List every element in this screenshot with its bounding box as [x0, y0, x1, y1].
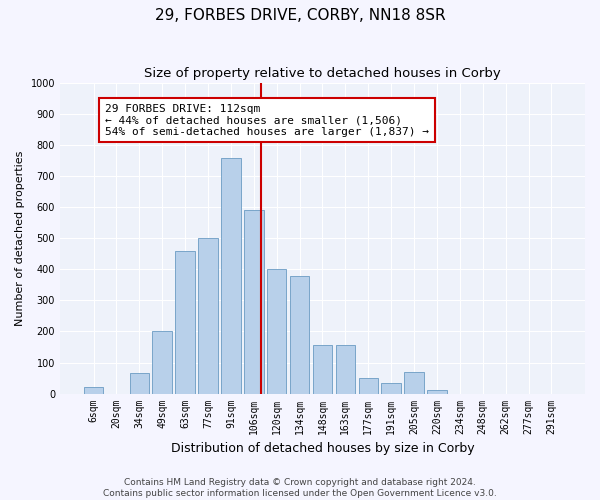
Text: 29 FORBES DRIVE: 112sqm
← 44% of detached houses are smaller (1,506)
54% of semi: 29 FORBES DRIVE: 112sqm ← 44% of detache… [105, 104, 429, 137]
Bar [221, 158, 241, 394]
Bar [382, 382, 401, 394]
Bar [175, 250, 195, 394]
Bar [267, 270, 286, 394]
Bar [335, 346, 355, 394]
X-axis label: Distribution of detached houses by size in Corby: Distribution of detached houses by size … [170, 442, 474, 455]
Bar [152, 332, 172, 394]
Bar [198, 238, 218, 394]
Title: Size of property relative to detached houses in Corby: Size of property relative to detached ho… [144, 68, 501, 80]
Y-axis label: Number of detached properties: Number of detached properties [15, 150, 25, 326]
Text: Contains HM Land Registry data © Crown copyright and database right 2024.
Contai: Contains HM Land Registry data © Crown c… [103, 478, 497, 498]
Bar [404, 372, 424, 394]
Bar [244, 210, 263, 394]
Bar [359, 378, 378, 394]
Bar [84, 388, 103, 394]
Text: 29, FORBES DRIVE, CORBY, NN18 8SR: 29, FORBES DRIVE, CORBY, NN18 8SR [155, 8, 445, 22]
Bar [313, 346, 332, 394]
Bar [290, 276, 309, 394]
Bar [427, 390, 446, 394]
Bar [130, 374, 149, 394]
